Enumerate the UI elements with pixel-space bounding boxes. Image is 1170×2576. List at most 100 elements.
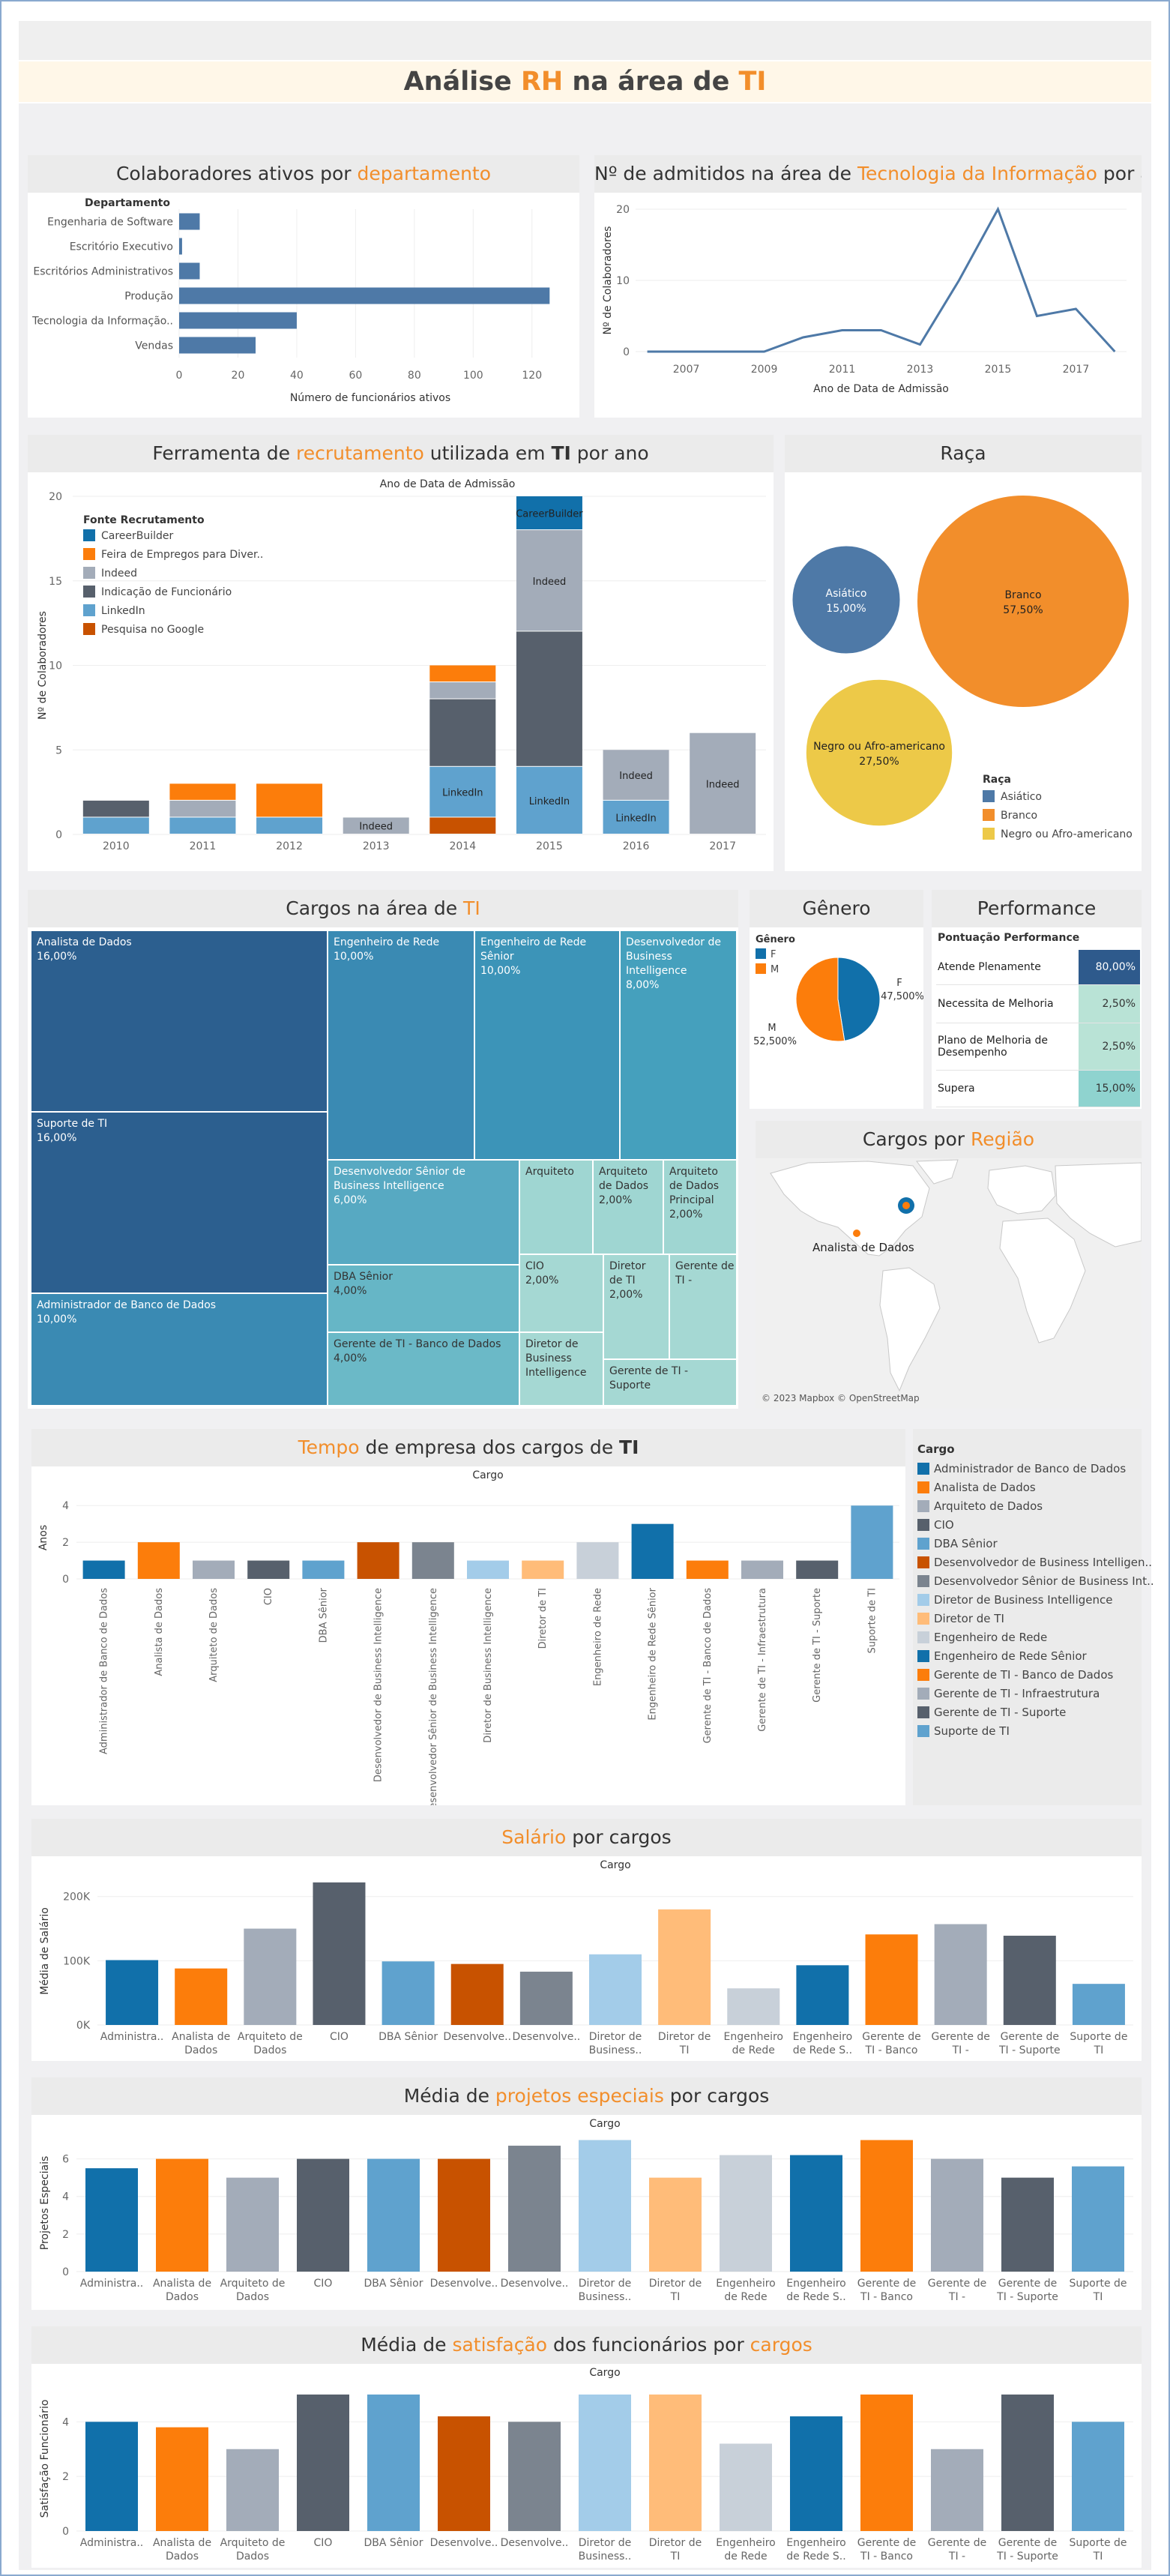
- rec-bar-segment: [516, 496, 582, 530]
- rec-legend-label: Indicação de Funcionário: [101, 586, 232, 598]
- raca-bubble: [791, 544, 902, 655]
- salario-ytick-label: 200K: [63, 1892, 91, 1904]
- adm-line: [647, 206, 1116, 353]
- projetos-bar: [85, 2168, 138, 2272]
- cargos-tile-label: Engenheiro de Rede Sênior: [480, 936, 586, 963]
- projetos-category-label: Gerente de TI - Suporte: [996, 2278, 1058, 2303]
- raca-legend-title: Raça: [983, 774, 1011, 786]
- cargo-legend-label: Diretor de Business Intelligence: [934, 1592, 1113, 1607]
- rec-title: Ferramenta de recrutamento utilizada em …: [28, 435, 774, 472]
- projetos-bar: [649, 2177, 702, 2272]
- raca-bubble-pct: 15,00%: [826, 603, 866, 615]
- cargo-legend-item: Analista de Dados: [917, 1478, 1154, 1496]
- cargo-legend-item: Gerente de TI - Suporte: [917, 1703, 1154, 1721]
- cargo-legend-label: Engenheiro de Rede: [934, 1630, 1048, 1644]
- cargos-tile: [592, 1159, 664, 1255]
- map-marker-large-inner[interactable]: [902, 1202, 910, 1209]
- rec-segment-label: Indeed: [359, 822, 393, 833]
- cargos-tile-label: CIO: [525, 1260, 544, 1272]
- cargos-tile: [663, 1159, 738, 1255]
- salario-bar: [519, 1971, 573, 2025]
- satisf-category-label: Gerente de TI - Banco: [857, 2537, 916, 2563]
- adm-ylabel: Nº de Colaboradores: [602, 226, 614, 335]
- rec-legend-swatch: [83, 529, 95, 541]
- salario-bar: [450, 1963, 504, 2025]
- salario-bar: [865, 1934, 918, 2025]
- perf-row-value: 15,00%: [1079, 1071, 1140, 1107]
- cargos-tile: [327, 930, 475, 1161]
- satisf-ylabel: Satisfação Funcionário: [39, 2400, 51, 2518]
- satisf-bar: [156, 2427, 208, 2531]
- tempo-category-label: Desenvolvedor Sênior de Business Intelli…: [428, 1588, 439, 1805]
- rec-bar-segment: [429, 682, 496, 699]
- rec-legend-label: Feira de Empregos para Diver..: [101, 549, 263, 561]
- rec-ytick-label: 20: [49, 491, 62, 503]
- rec-category-label: 2017: [709, 840, 736, 852]
- rec-bar-segment: [256, 817, 323, 834]
- salario-category-label: Gerente de TI -: [931, 2031, 989, 2056]
- world-map[interactable]: [756, 1158, 1142, 1409]
- cargos-tile: [30, 1292, 328, 1406]
- dept-tick-label: 60: [349, 370, 362, 382]
- salario-category-label: DBA Sênior: [379, 2031, 438, 2043]
- dept-category-label: Escritórios Administrativos: [33, 266, 173, 278]
- satisf-bar: [649, 2394, 702, 2531]
- adm-title: Nº de admitidos na área de Tecnologia da…: [594, 155, 1142, 193]
- raca-bubble-pct: 57,50%: [1003, 604, 1043, 616]
- salario-category-label: Gerente de TI - Banco: [862, 2031, 920, 2056]
- tempo-bar: [796, 1560, 839, 1579]
- tempo-ytick-label: 2: [62, 1537, 69, 1549]
- salario-ytick-label: 100K: [63, 1955, 91, 1967]
- tempo-top-label: Cargo: [472, 1469, 503, 1481]
- tempo-chart: Cargo 0 2 4 Administrador de Banco de Dados A…: [37, 1469, 899, 1805]
- satisf-title: Média de satisfação dos funcionários por…: [31, 2326, 1142, 2364]
- dept-chart: Departamento 0 20 40 60 80 100 120 Engenharia de…: [31, 197, 550, 404]
- rec-ylabel: Nº de Colaboradores: [37, 611, 49, 720]
- tempo-ytick-label: 0: [62, 1574, 69, 1586]
- dashboard-title: Análise RH na área de TI: [19, 61, 1151, 102]
- salario-category-label: Diretor de Business..: [589, 2031, 642, 2056]
- cargos-tile: [519, 1331, 604, 1406]
- tempo-category-label: Gerente de TI - Suporte: [812, 1588, 823, 1703]
- tempo-bar: [411, 1542, 454, 1579]
- rec-bar-segment: [256, 783, 323, 817]
- cargo-legend-swatch: [917, 1593, 929, 1606]
- projetos-category-label: Analista de Dados: [153, 2278, 211, 2303]
- rec-bar-segment: [603, 750, 669, 800]
- cargo-legend-item: Diretor de Business Intelligence: [917, 1590, 1154, 1609]
- satisf-bar: [931, 2449, 983, 2531]
- projetos-ytick-label: 4: [62, 2191, 69, 2203]
- adm-panel: Nº de admitidos na área de Tecnologia da…: [594, 155, 1142, 418]
- rec-segment-label: LinkedIn: [442, 788, 483, 799]
- satisf-ytick-label: 4: [62, 2416, 69, 2428]
- dept-bar: [179, 262, 200, 280]
- perf-row-label: Plano de Melhoria de Desempenho: [938, 1035, 1048, 1059]
- projetos-category-label: Desenvolve..: [501, 2278, 569, 2290]
- regiao-title: Cargos por Região: [756, 1121, 1142, 1158]
- raca-bubble-pct: 27,50%: [859, 756, 899, 768]
- raca-legend-label: Asiático: [1001, 791, 1042, 803]
- projetos-bar: [438, 2158, 490, 2272]
- dept-bar: [179, 312, 297, 329]
- tempo-category-label: Engenheiro de Rede Sênior: [648, 1587, 659, 1720]
- raca-legend-swatch: [983, 828, 995, 840]
- tempo-bar: [741, 1560, 783, 1579]
- perf-row: Necessita de Melhoria 2,50%: [936, 985, 1140, 1023]
- adm-ytick-label: 10: [616, 275, 630, 287]
- rec-legend-swatch: [83, 567, 95, 579]
- genero-label-m: M: [768, 1023, 776, 1034]
- cargo-legend-label: DBA Sênior: [934, 1536, 998, 1550]
- europe-shape: [987, 1165, 1056, 1215]
- dept-category-label: Produção: [124, 291, 173, 303]
- satisf-top-label: Cargo: [589, 2367, 620, 2379]
- cargo-legend-title: Cargo: [917, 1442, 955, 1456]
- map-marker-small[interactable]: [853, 1230, 860, 1237]
- cargo-legend-swatch: [917, 1462, 929, 1475]
- projetos-bar: [860, 2140, 913, 2272]
- genero-slice: [837, 957, 881, 1041]
- tempo-bar: [522, 1560, 564, 1579]
- dept-bar: [179, 213, 200, 230]
- salario-bar: [589, 1954, 642, 2025]
- raca-bubble: [916, 494, 1130, 708]
- adm-xtick-label: 2007: [673, 364, 700, 376]
